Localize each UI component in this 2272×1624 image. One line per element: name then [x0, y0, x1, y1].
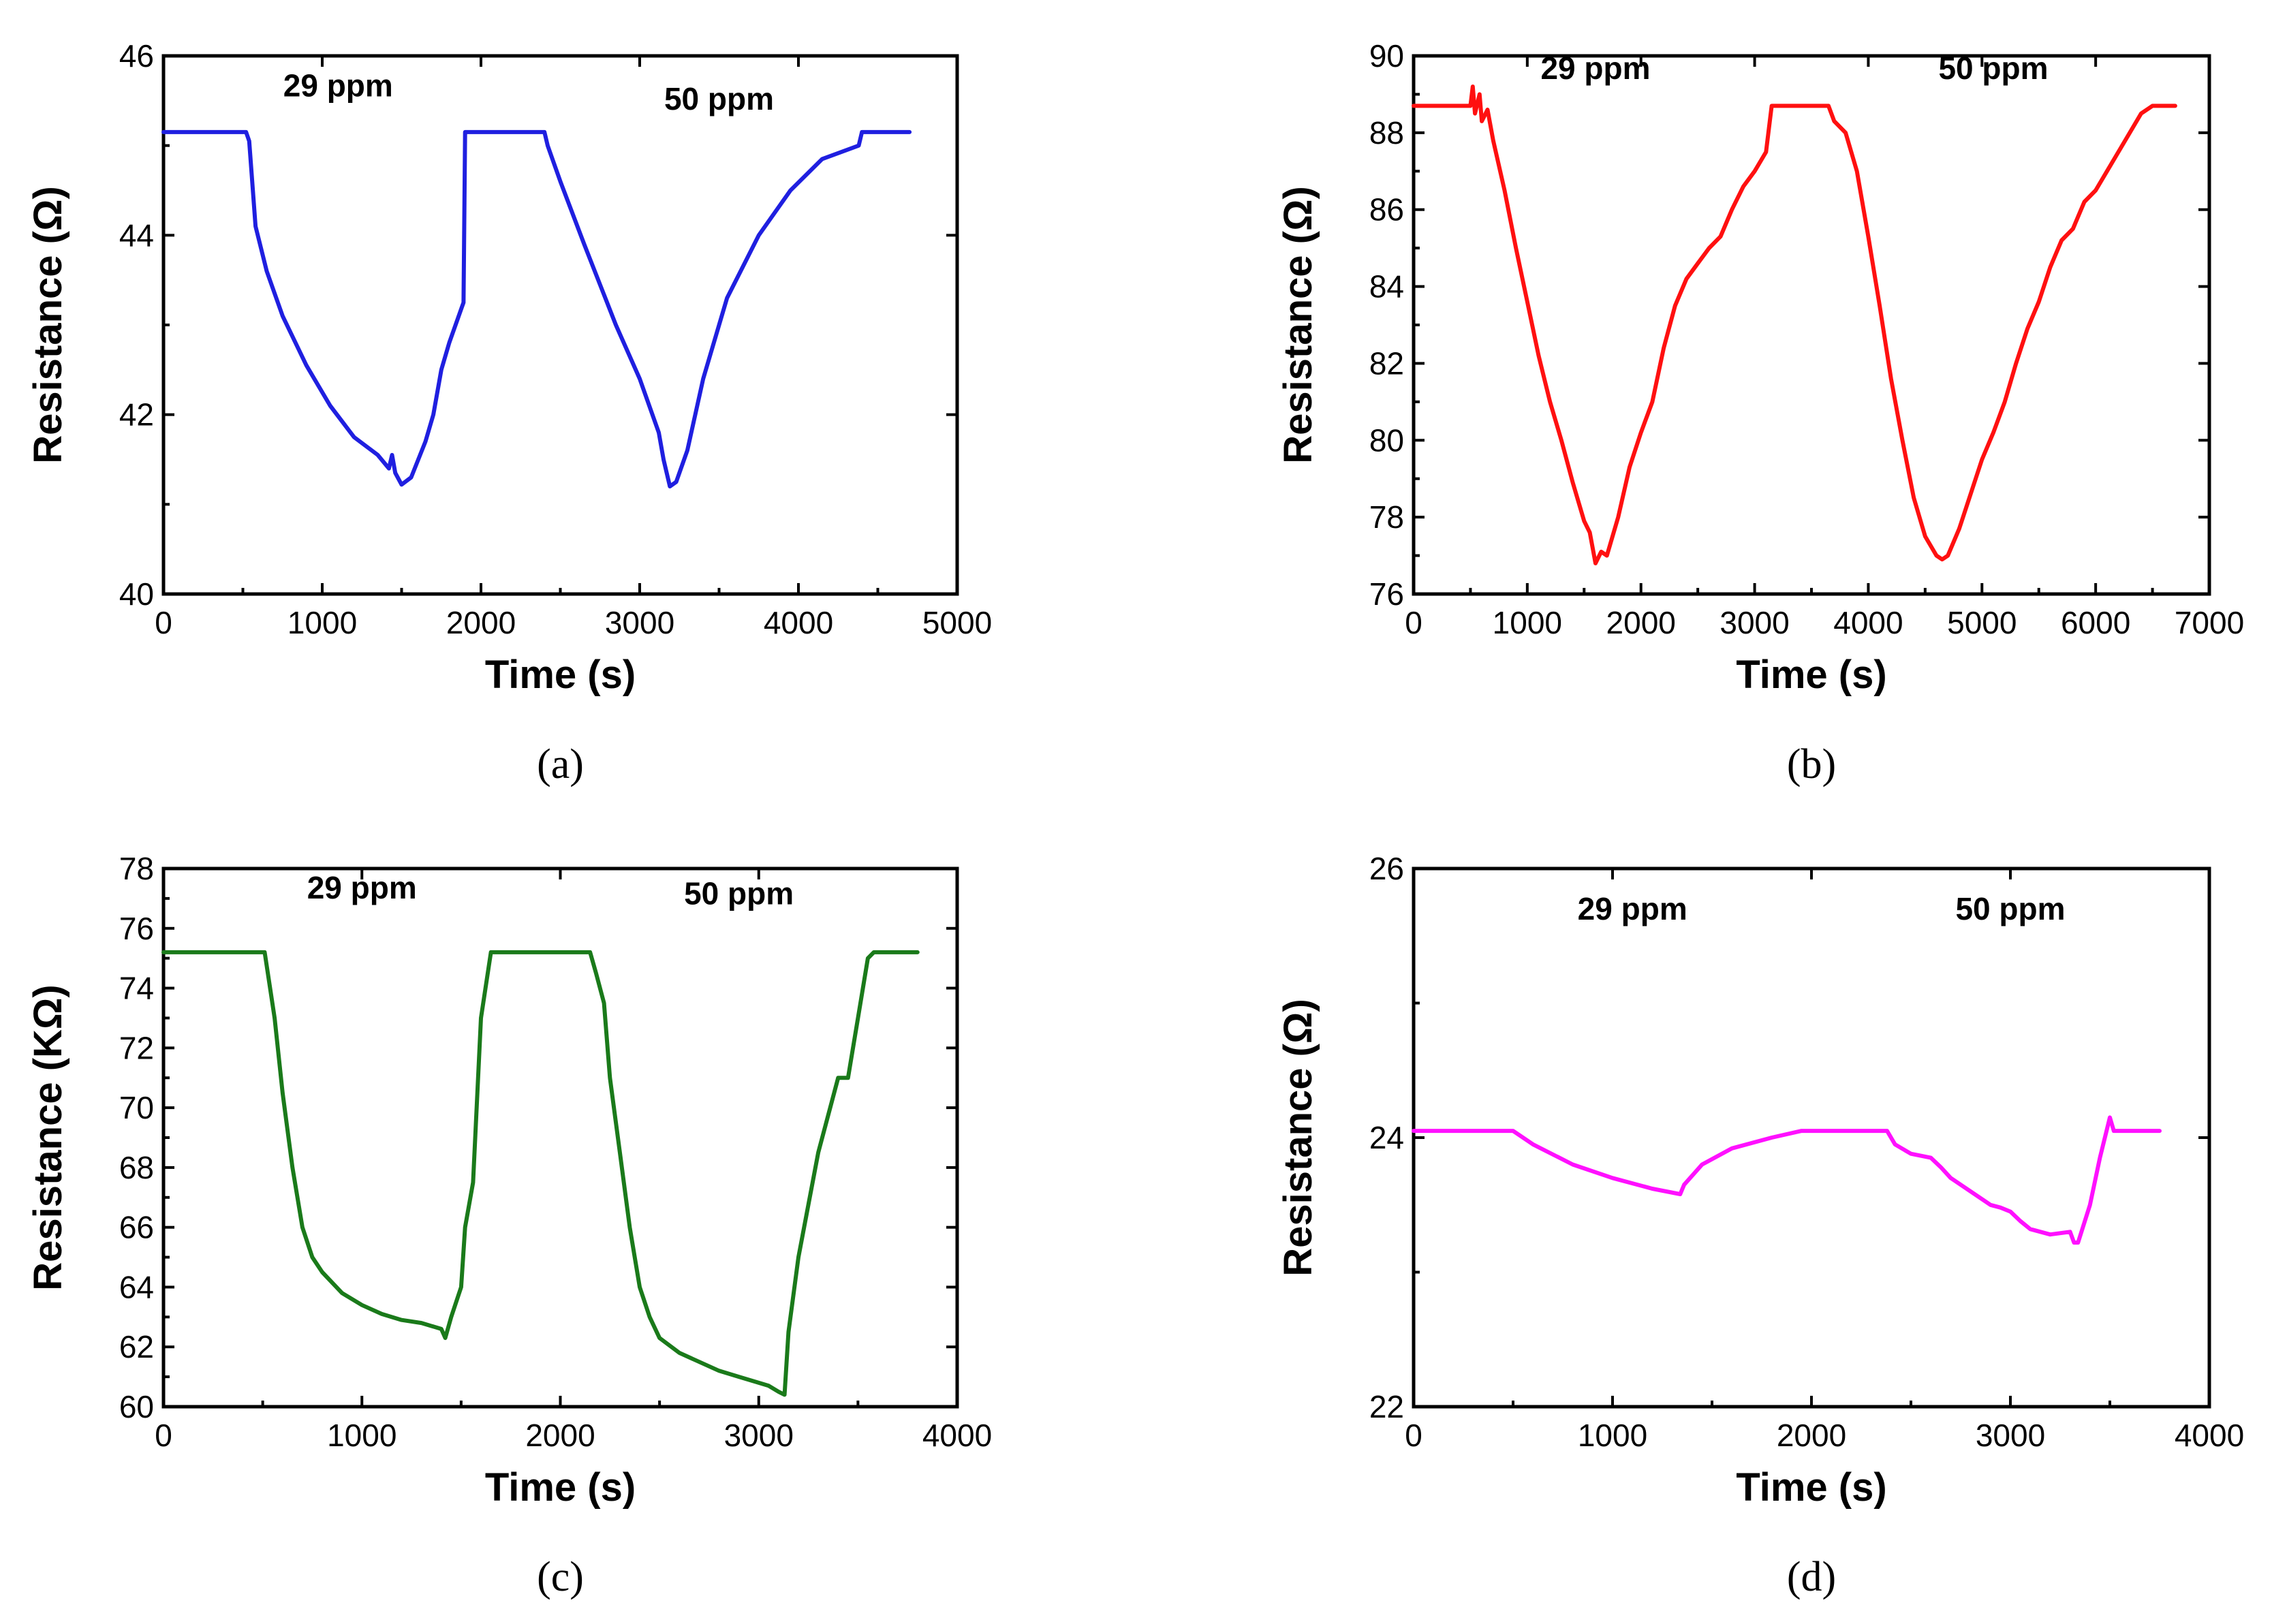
- x-axis-title: Time (s): [485, 653, 636, 697]
- x-axis-title: Time (s): [1736, 653, 1886, 697]
- y-tick-label: 26: [1369, 851, 1404, 886]
- panel-label: (a): [537, 741, 584, 787]
- y-axis-title: Resistance (Ω): [1276, 999, 1320, 1277]
- concentration-annotation: 29 ppm: [283, 67, 393, 103]
- panel-label: (c): [537, 1554, 584, 1600]
- y-tick-label: 44: [119, 217, 154, 253]
- y-tick-label: 66: [119, 1210, 154, 1245]
- x-axis-title: Time (s): [485, 1465, 636, 1510]
- y-tick-label: 72: [119, 1030, 154, 1065]
- y-tick-label: 80: [1369, 422, 1404, 458]
- x-tick-label: 1000: [1493, 605, 1562, 640]
- x-tick-label: 3000: [724, 1418, 794, 1453]
- concentration-annotation: 50 ppm: [1938, 50, 2048, 86]
- x-tick-label: 2000: [525, 1418, 595, 1453]
- y-axis-title: Resistance (Ω): [1276, 186, 1320, 464]
- x-tick-label: 5000: [1947, 605, 2017, 640]
- panel-d: 0 1000 2000 3000 4000 22 24 26 Time (s) Resistanc…: [1276, 851, 2244, 1600]
- concentration-annotation: 29 ppm: [1578, 891, 1687, 926]
- x-tick-label: 4000: [764, 605, 833, 640]
- x-tick-label: 4000: [1833, 605, 1903, 640]
- x-axis-title: Time (s): [1736, 1465, 1886, 1510]
- panel-a: 0 1000 2000 3000 4000 5000 40 42 44 46 Time (s) Res…: [26, 38, 992, 787]
- y-tick-label: 90: [1369, 38, 1404, 74]
- x-tick-label: 4000: [2175, 1418, 2244, 1453]
- panel-label: (b): [1787, 741, 1836, 787]
- x-tick-label: 3000: [1976, 1418, 2045, 1453]
- y-tick-label: 24: [1369, 1120, 1404, 1155]
- x-tick-label: 2000: [446, 605, 516, 640]
- x-tick-label: 0: [155, 1418, 172, 1453]
- plot-frame: [1412, 866, 2211, 1409]
- y-tick-label: 68: [119, 1150, 154, 1185]
- concentration-annotation: 50 ppm: [1955, 891, 2065, 926]
- y-axis-title: Resistance (Ω): [26, 186, 70, 464]
- x-tick-label: 1000: [1578, 1418, 1647, 1453]
- plot-frame: [161, 54, 959, 596]
- x-tick-label: 3000: [1719, 605, 1789, 640]
- y-tick-label: 78: [119, 851, 154, 886]
- x-tick-label: 2000: [1606, 605, 1676, 640]
- y-tick-label: 88: [1369, 115, 1404, 151]
- y-tick-label: 76: [1369, 576, 1404, 612]
- series-line-response: [161, 129, 912, 488]
- y-tick-label: 42: [119, 397, 154, 433]
- panel-label: (d): [1787, 1554, 1836, 1600]
- x-tick-label: 0: [155, 605, 172, 640]
- y-tick-label: 62: [119, 1329, 154, 1364]
- x-tick-label: 3000: [605, 605, 674, 640]
- concentration-annotation: 50 ppm: [684, 876, 794, 911]
- y-tick-label: 46: [119, 38, 154, 74]
- y-tick-label: 82: [1369, 345, 1404, 381]
- panel-c: 0 1000 2000 3000 4000 60 62 64 66 68 70 72 74 76 78 Tim…: [26, 851, 992, 1600]
- x-tick-label: 2000: [1777, 1418, 1846, 1453]
- y-tick-label: 64: [119, 1269, 154, 1305]
- series-line-response: [1412, 1115, 2162, 1245]
- plot-frame: [161, 866, 959, 1409]
- y-tick-label: 78: [1369, 499, 1404, 535]
- panel-b: 0 1000 2000 3000 4000 5000 6000 7000 76 78 80 82 84 8…: [1276, 38, 2244, 787]
- y-tick-label: 86: [1369, 192, 1404, 228]
- series-line-response: [161, 950, 920, 1397]
- x-tick-label: 7000: [2175, 605, 2244, 640]
- y-tick-label: 76: [119, 911, 154, 946]
- x-tick-label: 5000: [922, 605, 992, 640]
- concentration-annotation: 29 ppm: [307, 870, 417, 905]
- x-tick-label: 1000: [287, 605, 357, 640]
- concentration-annotation: 29 ppm: [1540, 50, 1650, 86]
- y-tick-label: 84: [1369, 269, 1404, 304]
- series-line-response: [1412, 84, 2177, 565]
- x-tick-label: 0: [1405, 1418, 1422, 1453]
- x-tick-label: 0: [1405, 605, 1422, 640]
- y-tick-label: 74: [119, 971, 154, 1006]
- y-tick-label: 40: [119, 576, 154, 612]
- y-tick-label: 70: [119, 1090, 154, 1125]
- x-tick-label: 4000: [922, 1418, 992, 1453]
- x-tick-label: 1000: [327, 1418, 396, 1453]
- y-axis-title: Resistance (KΩ): [26, 984, 70, 1290]
- y-tick-label: 22: [1369, 1389, 1404, 1424]
- y-tick-label: 60: [119, 1389, 154, 1424]
- concentration-annotation: 50 ppm: [664, 81, 774, 116]
- x-tick-label: 6000: [2061, 605, 2130, 640]
